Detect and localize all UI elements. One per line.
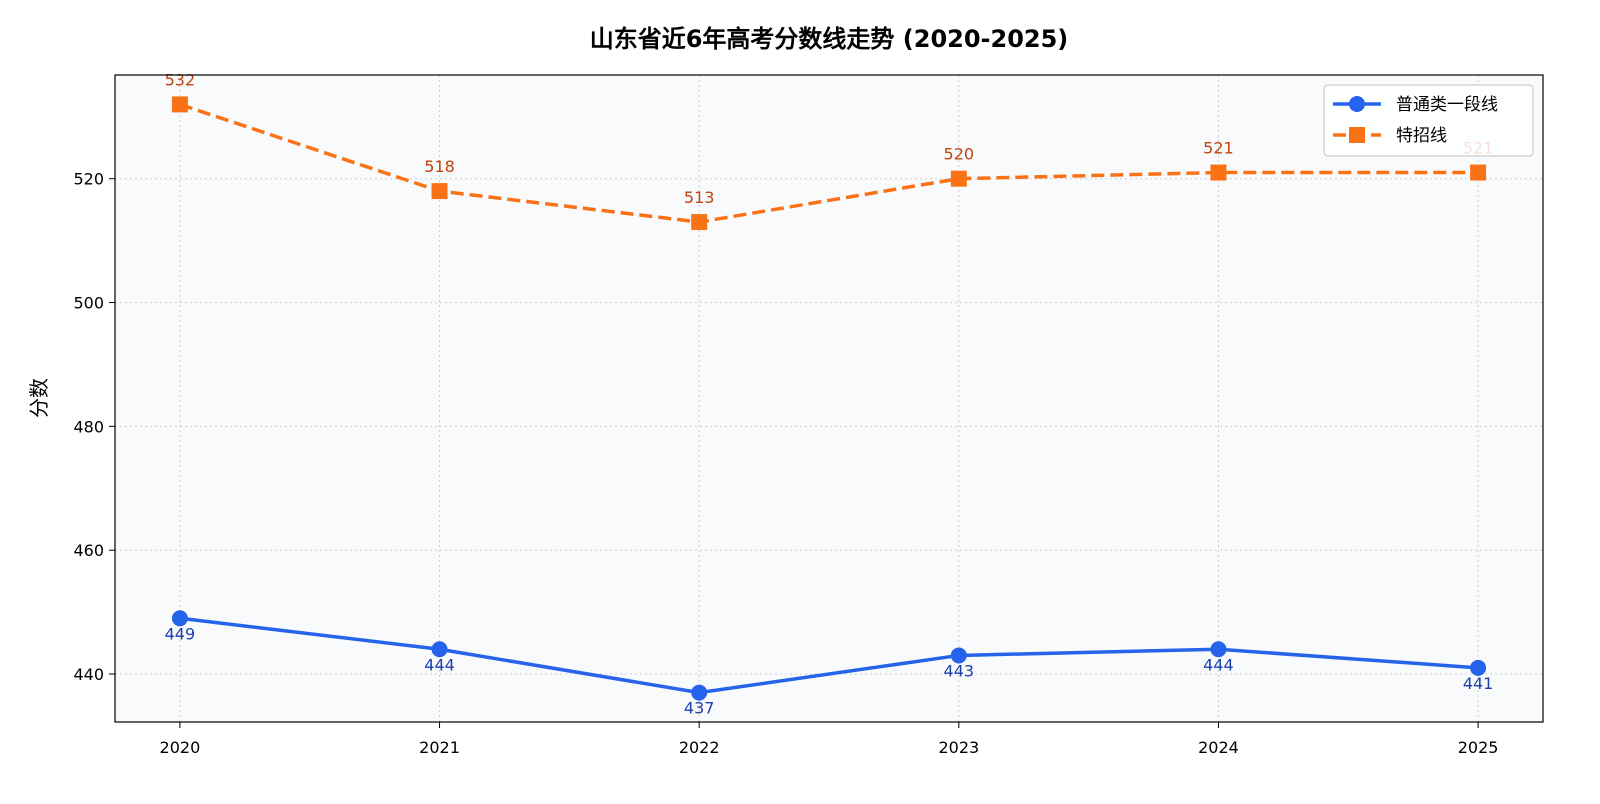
legend-label: 普通类一段线: [1396, 95, 1498, 115]
data-point: [950, 647, 967, 664]
legend-label: 特招线: [1396, 126, 1447, 146]
chart-title: 山东省近6年高考分数线走势 (2020-2025): [590, 25, 1069, 53]
data-point: [431, 641, 448, 658]
plot-area: [115, 75, 1543, 722]
legend-marker: [1349, 96, 1365, 112]
y-tick-label: 520: [73, 170, 104, 189]
y-tick-label: 500: [73, 294, 104, 313]
data-point: [171, 96, 188, 113]
series-line-0: [179, 616, 1479, 695]
data-point: [691, 214, 708, 231]
x-tick-label: 2024: [1198, 738, 1239, 757]
x-tick-label: 2023: [938, 738, 979, 757]
data-point: [431, 183, 448, 200]
data-point: [1470, 659, 1487, 676]
data-label: 520: [944, 145, 975, 164]
data-label: 518: [424, 157, 455, 176]
data-point: [1470, 164, 1487, 181]
legend-marker: [1349, 127, 1365, 143]
x-tick-label: 2022: [679, 738, 720, 757]
x-tick-label: 2020: [160, 738, 201, 757]
data-label: 513: [684, 188, 715, 207]
data-label: 444: [424, 655, 455, 674]
x-tick-label: 2021: [419, 738, 460, 757]
data-label: 437: [684, 699, 715, 718]
y-tick-label: 440: [73, 665, 104, 684]
data-point: [691, 684, 708, 701]
data-label: 449: [165, 624, 196, 643]
data-label: 521: [1203, 139, 1234, 158]
y-axis-label: 分数: [27, 378, 51, 418]
data-label: 443: [944, 661, 975, 680]
data-label: 444: [1203, 655, 1234, 674]
data-point: [171, 610, 188, 627]
data-point: [1210, 641, 1227, 658]
y-tick-label: 460: [73, 541, 104, 560]
data-point: [1210, 164, 1227, 181]
x-tick-label: 2025: [1458, 738, 1499, 757]
plot-frame: [114, 74, 1544, 723]
series-line-1: [179, 102, 1479, 224]
data-label: 532: [165, 70, 196, 89]
data-point: [950, 170, 967, 187]
y-tick-label: 480: [73, 417, 104, 436]
data-label: 441: [1463, 674, 1494, 693]
